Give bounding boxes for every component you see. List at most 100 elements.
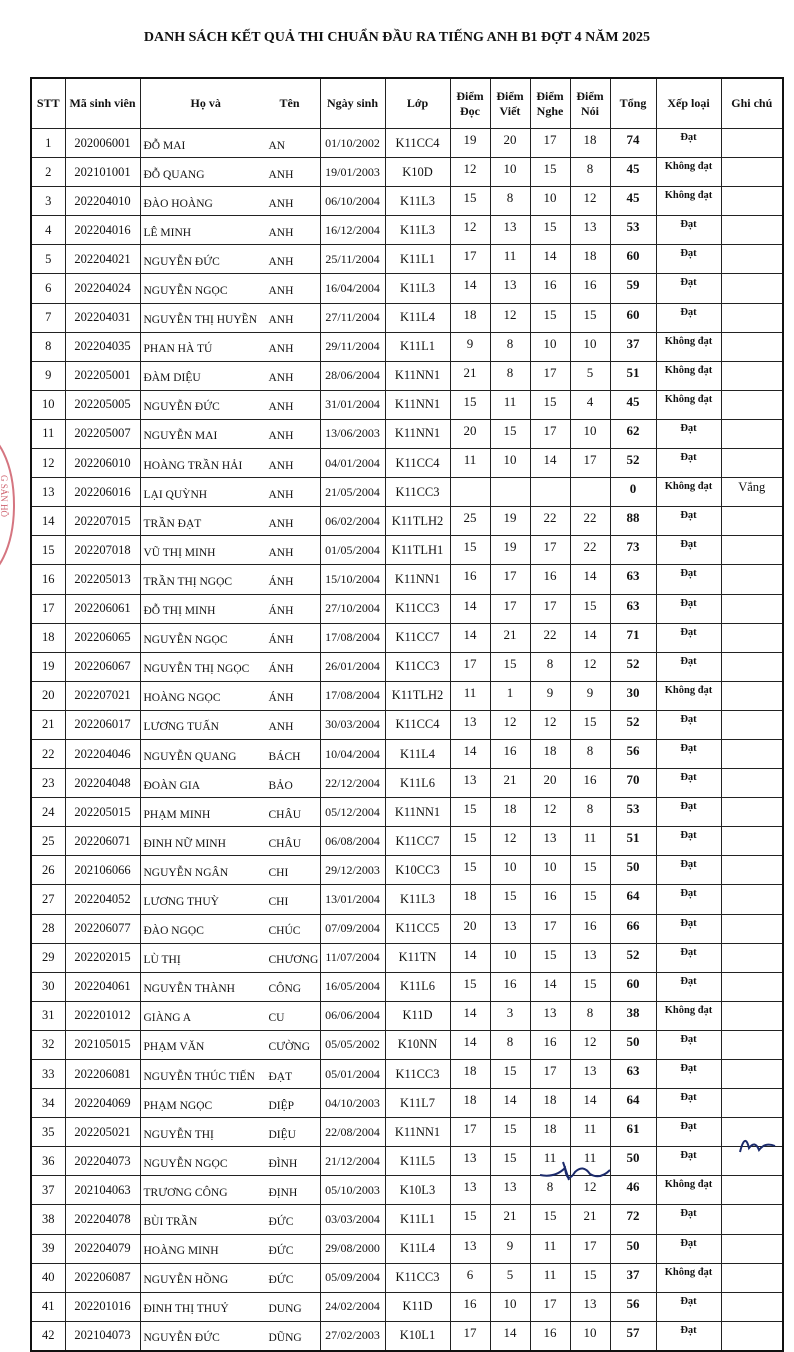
cell-listening: 11 <box>529 1262 571 1293</box>
header-given-name: Tên <box>279 96 300 110</box>
cell-reading: 16 <box>449 564 491 595</box>
table-row: 3 202204010 ĐÀO HOÀNG ANH 06/10/2004 K11L3 15 8… <box>30 186 784 217</box>
table-row: 9 202205001 ĐÀM DIỆU ANH 28/06/2004 K11NN1 21 8… <box>30 360 784 391</box>
cell-stt: 23 <box>30 768 66 799</box>
cell-writing: 8 <box>489 1029 531 1061</box>
cell-listening: 16 <box>529 273 571 304</box>
cell-writing: 17 <box>489 564 531 595</box>
cell-classification: Đạt <box>655 1058 722 1090</box>
cell-reading: 14 <box>449 1000 491 1031</box>
cell-writing: 15 <box>489 1146 531 1177</box>
cell-student-id: 202204016 <box>64 215 141 246</box>
cell-stt: 20 <box>30 680 66 711</box>
cell-student-id: 202206077 <box>64 913 141 944</box>
cell-full-name: NGUYỄN ĐỨC ANH <box>139 389 321 420</box>
cell-classification: Đạt <box>655 651 722 682</box>
cell-class: K11NN1 <box>384 389 451 420</box>
cell-family-name: PHAN HÀ TÚ <box>143 343 213 356</box>
cell-note <box>720 157 784 188</box>
cell-class: K11NN1 <box>384 360 451 391</box>
cell-note <box>720 1233 784 1264</box>
cell-note <box>720 1204 784 1235</box>
cell-full-name: NGUYỄN NGỌC ÁNH <box>139 622 321 653</box>
cell-writing: 10 <box>489 157 531 188</box>
cell-family-name: NGUYỄN ĐỨC <box>143 255 220 268</box>
cell-student-id: 202204021 <box>64 244 141 275</box>
cell-classification: Đạt <box>655 1117 722 1148</box>
cell-dob: 16/04/2004 <box>319 273 386 304</box>
cell-classification: Đạt <box>655 971 722 1002</box>
cell-student-id: 202204035 <box>64 331 141 362</box>
cell-total: 53 <box>609 797 657 828</box>
header-note: Ghi chú <box>720 77 784 129</box>
cell-class: K11TN <box>384 942 451 973</box>
cell-family-name: NGUYỄN NGỌC <box>143 1157 228 1170</box>
cell-class: K11CC3 <box>384 477 451 508</box>
stamp-text: G SẢN HỒ <box>0 475 9 518</box>
cell-note <box>720 418 784 450</box>
table-row: 16 202205013 TRẦN THỊ NGỌC ÁNH 15/10/2004 K11… <box>30 564 784 595</box>
cell-writing: 13 <box>489 273 531 304</box>
cell-classification: Đạt <box>655 593 722 624</box>
cell-stt: 22 <box>30 738 66 770</box>
cell-total: 38 <box>609 1000 657 1031</box>
cell-classification: Đạt <box>655 1291 722 1322</box>
cell-classification: Không đạt <box>655 331 722 362</box>
cell-writing: 13 <box>489 1175 531 1206</box>
cell-stt: 35 <box>30 1117 66 1148</box>
cell-note <box>720 768 784 799</box>
cell-full-name: ĐINH NỮ MINH CHÂU <box>139 826 321 857</box>
cell-reading: 13 <box>449 1233 491 1264</box>
cell-full-name: NGUYỄN MAI ANH <box>139 418 321 450</box>
cell-reading: 20 <box>449 418 491 450</box>
cell-student-id: 202206087 <box>64 1262 141 1293</box>
cell-total: 51 <box>609 826 657 857</box>
cell-stt: 30 <box>30 971 66 1002</box>
signature-left <box>539 1161 611 1181</box>
cell-student-id: 202205005 <box>64 389 141 420</box>
cell-classification: Đạt <box>655 273 722 304</box>
cell-student-id: 202104063 <box>64 1175 141 1206</box>
cell-stt: 18 <box>30 622 66 653</box>
cell-family-name: NGUYỄN HỒNG <box>143 1274 229 1287</box>
cell-classification: Không đạt <box>655 186 722 217</box>
cell-student-id: 202204069 <box>64 1088 141 1119</box>
cell-reading: 14 <box>449 273 491 304</box>
cell-family-name: HOÀNG NGỌC <box>143 692 221 705</box>
cell-family-name: ĐINH THỊ THUỶ <box>143 1303 229 1316</box>
cell-dob: 04/01/2004 <box>319 448 386 479</box>
cell-reading: 13 <box>449 709 491 740</box>
cell-listening: 15 <box>529 389 571 420</box>
cell-note <box>720 855 784 886</box>
cell-given-name: ANH <box>268 197 294 210</box>
cell-total: 50 <box>609 1146 657 1177</box>
cell-full-name: LÊ MINH ANH <box>139 215 321 246</box>
cell-stt: 12 <box>30 448 66 479</box>
cell-dob: 22/08/2004 <box>319 1117 386 1148</box>
cell-dob: 17/08/2004 <box>319 680 386 711</box>
cell-classification: Đạt <box>655 535 722 566</box>
cell-stt: 15 <box>30 535 66 566</box>
cell-full-name: ĐỖ THỊ MINH ÁNH <box>139 593 321 624</box>
cell-dob: 05/05/2002 <box>319 1029 386 1061</box>
cell-reading: 13 <box>449 768 491 799</box>
cell-class: K11L3 <box>384 273 451 304</box>
cell-listening: 17 <box>529 535 571 566</box>
table-row: 38 202204078 BÙI TRẦN ĐỨC 03/03/2004 K11L1 15 2… <box>30 1204 784 1235</box>
cell-total: 56 <box>609 1291 657 1322</box>
cell-reading: 14 <box>449 1029 491 1061</box>
cell-classification: Đạt <box>655 913 722 944</box>
header-family-name: Họ và <box>190 96 221 110</box>
cell-stt: 29 <box>30 942 66 973</box>
header-speaking-l1: Điểm <box>576 88 604 103</box>
cell-family-name: BÙI TRẦN <box>143 1216 198 1229</box>
cell-dob: 16/05/2004 <box>319 971 386 1002</box>
cell-dob: 13/01/2004 <box>319 884 386 915</box>
cell-dob: 01/05/2004 <box>319 535 386 566</box>
cell-listening: 15 <box>529 942 571 973</box>
cell-class: K11TLH2 <box>384 506 451 537</box>
cell-given-name: DŨNG <box>268 1332 302 1345</box>
cell-dob: 21/12/2004 <box>319 1146 386 1177</box>
table-row: 29 202202015 LÙ THỊ CHƯƠNG 11/07/2004 K11TN 14… <box>30 942 784 973</box>
cell-speaking: 15 <box>569 855 611 886</box>
